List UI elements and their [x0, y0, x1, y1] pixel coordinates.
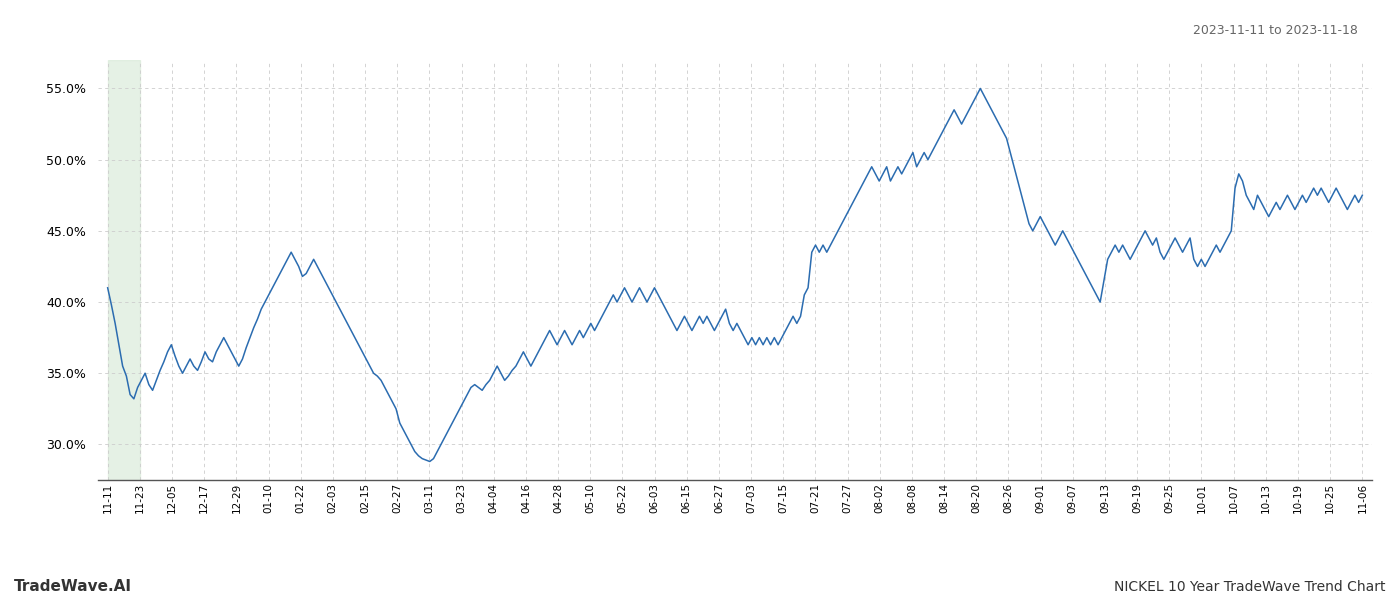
Text: 2023-11-11 to 2023-11-18: 2023-11-11 to 2023-11-18 — [1193, 24, 1358, 37]
Text: NICKEL 10 Year TradeWave Trend Chart: NICKEL 10 Year TradeWave Trend Chart — [1114, 580, 1386, 594]
Bar — [108, 60, 140, 480]
Text: TradeWave.AI: TradeWave.AI — [14, 579, 132, 594]
